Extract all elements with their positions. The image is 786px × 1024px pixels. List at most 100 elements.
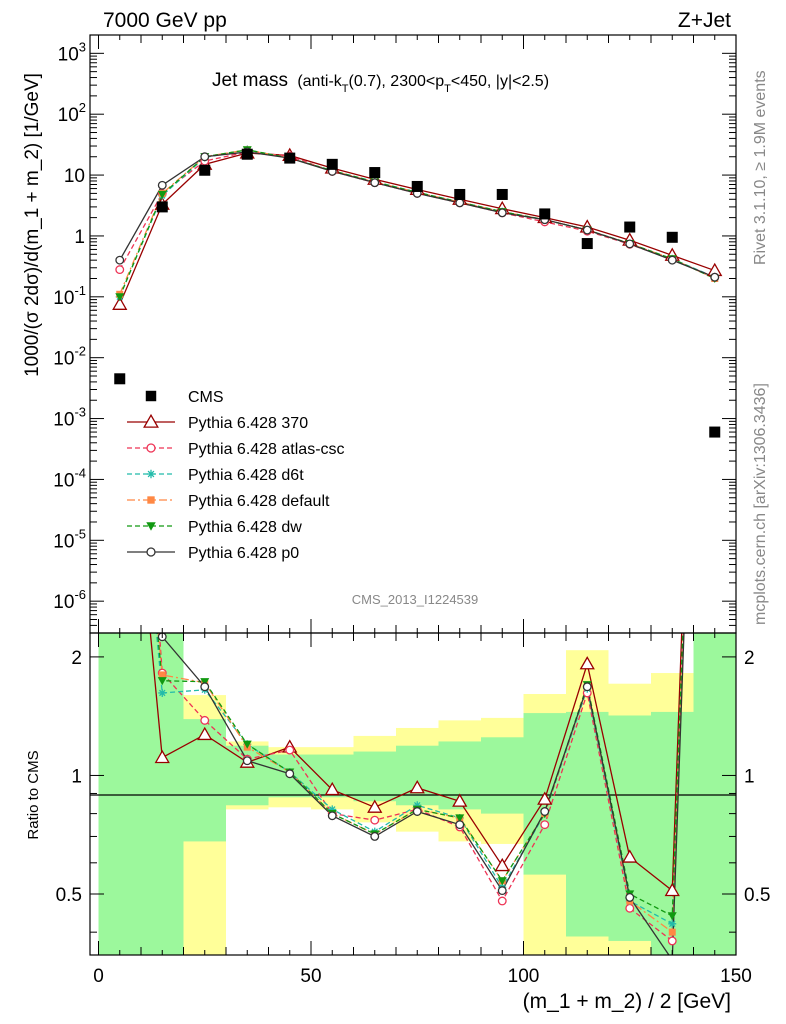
ratio-line-pythia-6-428-atlas-csc xyxy=(158,633,685,943)
ratio-point-pythia-6-428-370 xyxy=(537,791,553,805)
ratio-y-tick-label-left: 0.5 xyxy=(56,885,82,906)
main-point-pythia-6-428-p0 xyxy=(200,152,210,162)
ratio-point-pythia-6-428-p0 xyxy=(327,811,337,821)
ratio-point-pythia-6-428-default xyxy=(668,928,676,936)
green-band xyxy=(566,711,609,937)
main-point-cms xyxy=(454,188,466,200)
legend-label: Pythia 6.428 default xyxy=(188,493,330,510)
ratio-point-pythia-6-428-370 xyxy=(154,749,170,764)
ratio-point-pythia-6-428-atlas-csc xyxy=(370,815,380,825)
ratio-point-pythia-6-428-atlas-csc xyxy=(497,896,507,906)
ratio-point-pythia-6-428-370 xyxy=(664,882,680,897)
ratio-point-pythia-6-428-p0 xyxy=(582,682,592,692)
legend-label: CMS xyxy=(188,389,224,406)
analysis-id: CMS_2013_I1224539 xyxy=(352,592,479,607)
ratio-point-pythia-6-428-370 xyxy=(452,793,468,807)
x-tick-label: 50 xyxy=(300,966,321,987)
legend-label: Pythia 6.428 370 xyxy=(188,415,308,432)
green-band xyxy=(98,633,141,955)
legend-marker xyxy=(143,413,159,428)
main-point-pythia-6-428-p0 xyxy=(115,255,125,265)
ratio-point-pythia-6-428-atlas-csc xyxy=(200,715,210,725)
x-tick-label: 0 xyxy=(93,966,104,987)
main-point-cms xyxy=(709,426,721,438)
legend-marker xyxy=(146,547,156,557)
main-point-pythia-6-428-atlas-csc xyxy=(115,265,125,275)
y-tick-label: 10-1 xyxy=(53,283,86,309)
y-tick-label: 10-3 xyxy=(53,405,86,431)
green-band xyxy=(693,633,736,955)
main-point-pythia-6-428-p0 xyxy=(625,239,635,249)
legend-label: Pythia 6.428 atlas-csc xyxy=(188,441,345,458)
ratio-point-pythia-6-428-dw xyxy=(157,677,167,686)
main-point-cms xyxy=(241,148,253,160)
ratio-point-pythia-6-428-d6t xyxy=(328,805,337,814)
ratio-point-pythia-6-428-atlas-csc xyxy=(285,745,295,755)
main-point-cms xyxy=(411,180,423,192)
y-tick-label: 10 xyxy=(64,166,85,187)
ratio-point-pythia-6-428-dw xyxy=(667,912,677,921)
ratio-point-pythia-6-428-p0 xyxy=(200,682,210,692)
main-series xyxy=(112,145,723,438)
ratio-point-pythia-6-428-p0 xyxy=(412,807,422,816)
ratio-point-pythia-6-428-p0 xyxy=(540,807,550,816)
legend-entry-pythia-6-428-d6t: Pythia 6.428 d6t xyxy=(127,467,304,484)
ratio-point-pythia-6-428-p0 xyxy=(455,820,465,830)
mcplots-label: mcplots.cern.ch [arXiv:1306.3436] xyxy=(752,383,769,625)
legend-entry-pythia-6-428-370: Pythia 6.428 370 xyxy=(127,413,308,432)
main-point-pythia-6-428-p0 xyxy=(497,208,507,218)
axis-ticks: 0 50 100 150 10-6 10-5 10-4 10-3 10-2 10-1 1 10 102 1… xyxy=(53,34,770,987)
ratio-point-pythia-6-428-p0 xyxy=(370,832,380,841)
ratio-point-pythia-6-428-370 xyxy=(622,849,638,863)
ratio-series xyxy=(149,633,685,964)
x-tick-label: 100 xyxy=(508,966,540,987)
x-axis-label: (m_1 + m_2) / 2 [GeV] xyxy=(523,990,731,1013)
legend: CMS Pythia 6.428 370 Pythia 6.428 atlas-cs… xyxy=(127,389,345,562)
main-point-pythia-6-428-p0 xyxy=(370,178,380,188)
y-tick-label: 10-4 xyxy=(53,465,86,491)
main-point-cms xyxy=(624,221,636,233)
y-tick-label: 10-2 xyxy=(53,344,86,370)
ratio-point-pythia-6-428-p0 xyxy=(497,886,507,896)
ratio-y-axis-label: Ratio to CMS xyxy=(25,750,42,839)
ratio-point-pythia-6-428-p0 xyxy=(625,893,635,902)
ratio-y-tick-label-right: 1 xyxy=(744,766,755,787)
legend-entry-pythia-6-428-atlas-csc: Pythia 6.428 atlas-csc xyxy=(127,441,345,458)
main-point-cms xyxy=(539,208,551,220)
ratio-point-pythia-6-428-370 xyxy=(409,780,425,794)
ratio-point-pythia-6-428-p0 xyxy=(285,769,295,779)
legend-marker xyxy=(146,443,156,453)
main-point-cms xyxy=(114,373,126,385)
main-point-cms xyxy=(326,158,338,170)
ratio-y-tick-label-left: 1 xyxy=(71,766,82,787)
ratio-point-pythia-6-428-dw xyxy=(497,877,507,886)
main-point-cms xyxy=(284,152,296,164)
main-point-cms xyxy=(369,167,381,179)
ratio-point-pythia-6-428-dw xyxy=(455,814,465,823)
ratio-point-pythia-6-428-d6t xyxy=(668,919,677,928)
legend-entry-pythia-6-428-p0: Pythia 6.428 p0 xyxy=(127,545,299,562)
ratio-y-tick-label-right: 2 xyxy=(744,648,755,669)
y-tick-label: 10-5 xyxy=(53,526,86,552)
energy-label: 7000 GeV pp xyxy=(103,9,227,32)
main-point-cms xyxy=(496,188,508,200)
green-band xyxy=(396,745,439,806)
main-point-pythia-6-428-dw xyxy=(157,190,167,199)
green-band xyxy=(481,737,524,814)
ratio-point-pythia-6-428-d6t xyxy=(413,801,422,810)
y-tick-label: 102 xyxy=(58,100,86,126)
legend-label: Pythia 6.428 d6t xyxy=(188,467,304,484)
main-point-pythia-6-428-p0 xyxy=(667,255,677,265)
ratio-point-pythia-6-428-atlas-csc xyxy=(540,820,550,830)
main-point-pythia-6-428-370 xyxy=(112,296,128,310)
main-plot-frame xyxy=(89,34,737,634)
ratio-point-pythia-6-428-370 xyxy=(579,656,595,670)
main-point-pythia-6-428-dw xyxy=(115,293,125,302)
y-tick-label: 10-6 xyxy=(53,587,86,613)
ratio-point-pythia-6-428-dw xyxy=(200,678,210,687)
legend-entry-cms: CMS xyxy=(145,389,224,406)
legend-marker xyxy=(145,390,157,402)
ratio-point-pythia-6-428-p0 xyxy=(668,956,676,964)
ratio-point-pythia-6-428-370 xyxy=(494,857,510,872)
